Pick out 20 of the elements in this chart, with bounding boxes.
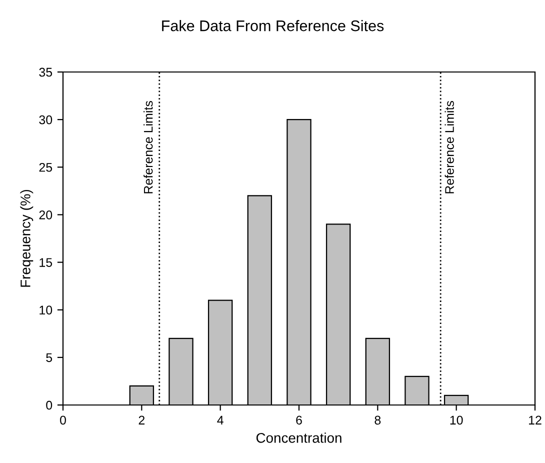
y-tick-label: 20: [39, 210, 52, 220]
x-tick-label: 8: [374, 416, 381, 425]
y-tick-label: 30: [39, 115, 52, 124]
y-tick-label: 0: [46, 400, 52, 410]
y-axis-title: Freqeuency (%): [20, 190, 34, 287]
x-axis-title: Concentration: [256, 432, 342, 443]
y-tick-label: 35: [39, 68, 52, 77]
y-tick-label: 5: [46, 353, 52, 362]
ref-line-label: Reference Limits: [144, 100, 153, 194]
x-tick-label: 6: [296, 416, 302, 425]
ref-line-label: Reference Limits: [444, 100, 454, 194]
x-tick-label: 12: [529, 416, 542, 424]
x-tick-label: 4: [217, 416, 224, 424]
y-tick-label: 15: [40, 258, 52, 267]
x-tick-label: 10: [450, 416, 463, 425]
y-tick-label: 25: [39, 162, 52, 172]
y-tick-label: 10: [40, 306, 52, 315]
x-tick-label: 2: [138, 416, 145, 424]
chart-title: Fake Data From Reference Sites: [162, 20, 384, 32]
x-tick-label: 0: [60, 416, 66, 425]
